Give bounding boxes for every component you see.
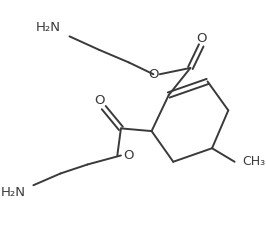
Text: O: O xyxy=(196,32,206,45)
Text: H₂N: H₂N xyxy=(35,21,60,34)
Text: O: O xyxy=(148,68,159,81)
Text: O: O xyxy=(124,149,134,162)
Text: H₂N: H₂N xyxy=(1,186,26,199)
Text: CH₃: CH₃ xyxy=(242,155,265,168)
Text: O: O xyxy=(94,94,105,107)
